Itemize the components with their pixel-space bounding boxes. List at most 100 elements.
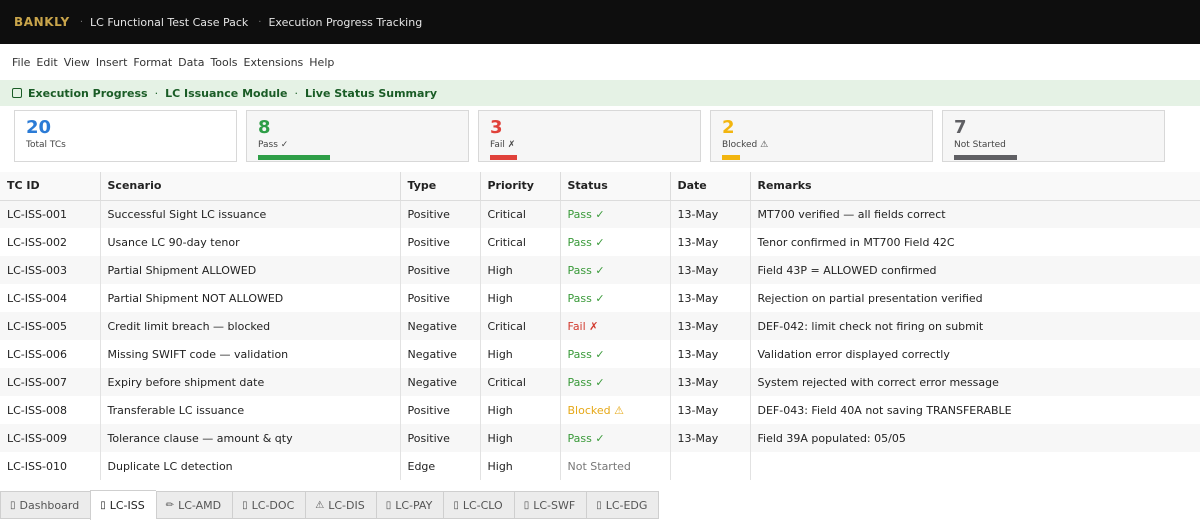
- cell-priority[interactable]: High: [480, 424, 561, 452]
- cell-date[interactable]: 13-May: [670, 200, 751, 228]
- cell-status[interactable]: Pass ✓: [560, 256, 671, 284]
- cell-tc-id[interactable]: LC-ISS-001: [0, 200, 101, 228]
- table-row[interactable]: LC-ISS-010 Duplicate LC detection Edge High…: [0, 452, 1200, 480]
- sheet-tab-lc-doc[interactable]: ▯ LC-DOC: [232, 491, 306, 519]
- cell-remarks[interactable]: Validation error displayed correctly: [750, 340, 1200, 368]
- menu-edit[interactable]: Edit: [36, 55, 58, 69]
- cell-date[interactable]: [670, 452, 751, 480]
- cell-date[interactable]: 13-May: [670, 256, 751, 284]
- cell-priority[interactable]: High: [480, 396, 561, 424]
- cell-type[interactable]: Positive: [400, 200, 481, 228]
- cell-date[interactable]: 13-May: [670, 396, 751, 424]
- cell-date[interactable]: 13-May: [670, 340, 751, 368]
- cell-scenario[interactable]: Credit limit breach — blocked: [100, 312, 401, 340]
- cell-remarks[interactable]: DEF-042: limit check not firing on submi…: [750, 312, 1200, 340]
- sheet-tab-lc-iss[interactable]: ▯ LC-ISS: [90, 490, 156, 520]
- cell-remarks[interactable]: MT700 verified — all fields correct: [750, 200, 1200, 228]
- menu-insert[interactable]: Insert: [95, 55, 128, 69]
- menu-tools[interactable]: Tools: [210, 55, 238, 69]
- cell-tc-id[interactable]: LC-ISS-006: [0, 340, 101, 368]
- cell-scenario[interactable]: Successful Sight LC issuance: [100, 200, 401, 228]
- cell-scenario[interactable]: Partial Shipment ALLOWED: [100, 256, 401, 284]
- cell-type[interactable]: Negative: [400, 340, 481, 368]
- cell-status[interactable]: Not Started: [560, 452, 671, 480]
- cell-date[interactable]: 13-May: [670, 312, 751, 340]
- table-row[interactable]: LC-ISS-006 Missing SWIFT code — validatio…: [0, 340, 1200, 368]
- cell-status[interactable]: Pass ✓: [560, 424, 671, 452]
- column-header-type[interactable]: Type: [400, 172, 481, 201]
- cell-date[interactable]: 13-May: [670, 424, 751, 452]
- cell-type[interactable]: Positive: [400, 284, 481, 312]
- cell-priority[interactable]: Critical: [480, 312, 561, 340]
- cell-date[interactable]: 13-May: [670, 368, 751, 396]
- cell-scenario[interactable]: Tolerance clause — amount & qty: [100, 424, 401, 452]
- cell-status[interactable]: Pass ✓: [560, 200, 671, 228]
- menu-extensions[interactable]: Extensions: [243, 55, 304, 69]
- cell-tc-id[interactable]: LC-ISS-008: [0, 396, 101, 424]
- cell-status[interactable]: Blocked ⚠: [560, 396, 671, 424]
- sheet-tab-lc-edg[interactable]: ▯ LC-EDG: [586, 491, 660, 519]
- cell-type[interactable]: Positive: [400, 256, 481, 284]
- column-header-tc-id[interactable]: TC ID: [0, 172, 101, 201]
- table-row[interactable]: LC-ISS-005 Credit limit breach — blocked N…: [0, 312, 1200, 340]
- cell-type[interactable]: Negative: [400, 312, 481, 340]
- table-row[interactable]: LC-ISS-002 Usance LC 90-day tenor Positive…: [0, 228, 1200, 256]
- cell-remarks[interactable]: [750, 452, 1200, 480]
- cell-tc-id[interactable]: LC-ISS-010: [0, 452, 101, 480]
- document-title[interactable]: LC Functional Test Case Pack: [90, 15, 249, 29]
- cell-type[interactable]: Positive: [400, 396, 481, 424]
- cell-status[interactable]: Pass ✓: [560, 284, 671, 312]
- cell-type[interactable]: Edge: [400, 452, 481, 480]
- sheet-tab-lc-dis[interactable]: ⚠ LC-DIS: [305, 491, 376, 519]
- cell-priority[interactable]: High: [480, 452, 561, 480]
- sheet-tab-dashboard[interactable]: ▯ Dashboard: [0, 491, 91, 519]
- menu-file[interactable]: File: [12, 55, 31, 69]
- cell-priority[interactable]: High: [480, 256, 561, 284]
- sheet-tab-lc-pay[interactable]: ▯ LC-PAY: [375, 491, 444, 519]
- cell-tc-id[interactable]: LC-ISS-004: [0, 284, 101, 312]
- cell-priority[interactable]: High: [480, 284, 561, 312]
- cell-remarks[interactable]: DEF-043: Field 40A not saving TRANSFERAB…: [750, 396, 1200, 424]
- cell-status[interactable]: Fail ✗: [560, 312, 671, 340]
- menu-format[interactable]: Format: [133, 55, 173, 69]
- table-row[interactable]: LC-ISS-007 Expiry before shipment date Neg…: [0, 368, 1200, 396]
- cell-scenario[interactable]: Transferable LC issuance: [100, 396, 401, 424]
- cell-scenario[interactable]: Usance LC 90-day tenor: [100, 228, 401, 256]
- table-row[interactable]: LC-ISS-008 Transferable LC issuance Positi…: [0, 396, 1200, 424]
- menu-view[interactable]: View: [63, 55, 90, 69]
- sheet-tab-lc-amd[interactable]: ✏ LC-AMD: [155, 491, 233, 519]
- cell-tc-id[interactable]: LC-ISS-007: [0, 368, 101, 396]
- cell-priority[interactable]: Critical: [480, 228, 561, 256]
- table-row[interactable]: LC-ISS-001 Successful Sight LC issuance Po…: [0, 200, 1200, 228]
- cell-status[interactable]: Pass ✓: [560, 340, 671, 368]
- cell-priority[interactable]: Critical: [480, 368, 561, 396]
- column-header-priority[interactable]: Priority: [480, 172, 561, 201]
- cell-scenario[interactable]: Missing SWIFT code — validation: [100, 340, 401, 368]
- column-header-remarks[interactable]: Remarks: [750, 172, 1200, 201]
- cell-date[interactable]: 13-May: [670, 284, 751, 312]
- menu-data[interactable]: Data: [178, 55, 205, 69]
- cell-scenario[interactable]: Expiry before shipment date: [100, 368, 401, 396]
- cell-tc-id[interactable]: LC-ISS-009: [0, 424, 101, 452]
- sheet-tab-lc-clo[interactable]: ▯ LC-CLO: [443, 491, 514, 519]
- cell-remarks[interactable]: Rejection on partial presentation verifi…: [750, 284, 1200, 312]
- cell-tc-id[interactable]: LC-ISS-003: [0, 256, 101, 284]
- column-header-scenario[interactable]: Scenario: [100, 172, 401, 201]
- menu-help[interactable]: Help: [309, 55, 335, 69]
- cell-type[interactable]: Negative: [400, 368, 481, 396]
- cell-priority[interactable]: High: [480, 340, 561, 368]
- cell-scenario[interactable]: Duplicate LC detection: [100, 452, 401, 480]
- cell-type[interactable]: Positive: [400, 424, 481, 452]
- cell-scenario[interactable]: Partial Shipment NOT ALLOWED: [100, 284, 401, 312]
- table-row[interactable]: LC-ISS-009 Tolerance clause — amount & qt…: [0, 424, 1200, 452]
- cell-status[interactable]: Pass ✓: [560, 228, 671, 256]
- cell-tc-id[interactable]: LC-ISS-002: [0, 228, 101, 256]
- column-header-status[interactable]: Status: [560, 172, 671, 201]
- cell-type[interactable]: Positive: [400, 228, 481, 256]
- cell-date[interactable]: 13-May: [670, 228, 751, 256]
- cell-remarks[interactable]: Field 39A populated: 05/05: [750, 424, 1200, 452]
- cell-priority[interactable]: Critical: [480, 200, 561, 228]
- table-row[interactable]: LC-ISS-004 Partial Shipment NOT ALLOWED Po…: [0, 284, 1200, 312]
- table-row[interactable]: LC-ISS-003 Partial Shipment ALLOWED Positi…: [0, 256, 1200, 284]
- cell-remarks[interactable]: System rejected with correct error messa…: [750, 368, 1200, 396]
